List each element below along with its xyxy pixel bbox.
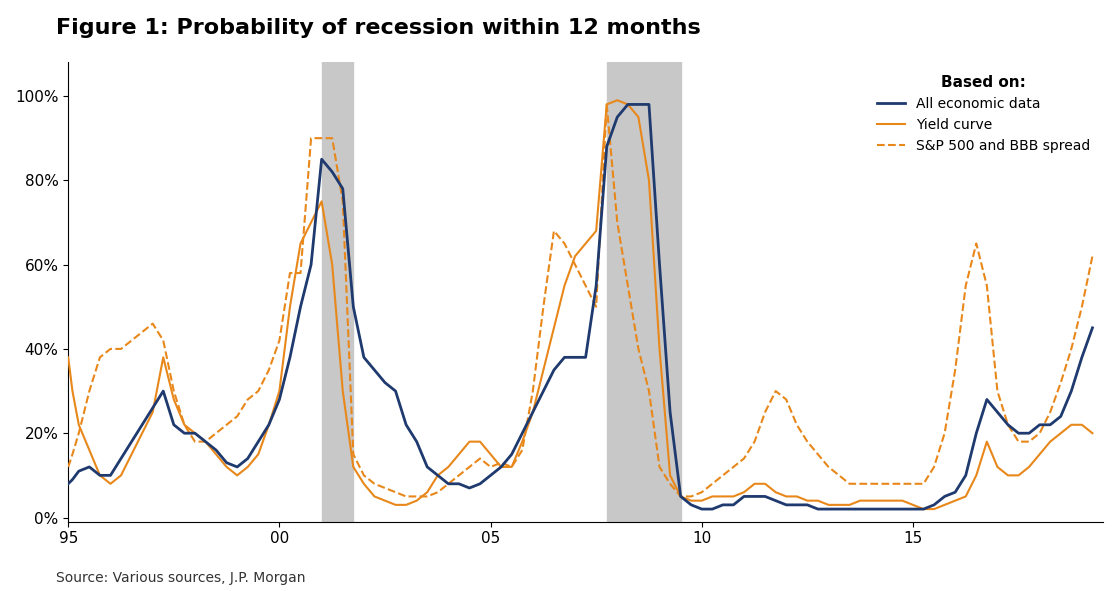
Legend: All economic data, Yield curve, S&P 500 and BBB spread: All economic data, Yield curve, S&P 500 … <box>872 69 1096 158</box>
Bar <box>322 62 353 522</box>
Text: Source: Various sources, J.P. Morgan: Source: Various sources, J.P. Morgan <box>56 571 305 585</box>
Text: Figure 1: Probability of recession within 12 months: Figure 1: Probability of recession withi… <box>56 18 701 38</box>
Bar <box>607 62 681 522</box>
